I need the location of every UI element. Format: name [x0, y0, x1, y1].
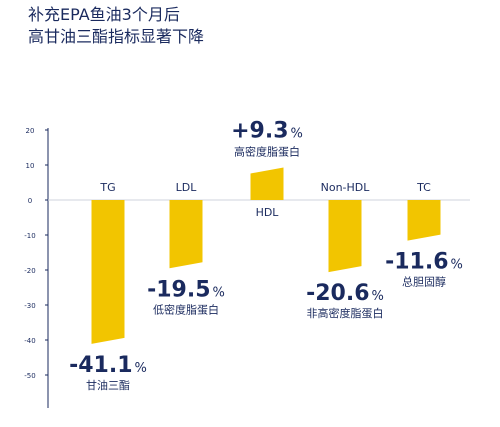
value-number: -41.1 — [69, 353, 132, 378]
y-tick-label: 0 — [28, 197, 32, 205]
value-number: -11.6 — [385, 250, 448, 275]
bar-tg — [91, 200, 125, 344]
description-label: 甘油三酯 — [86, 378, 130, 392]
chart-title-line-1: 补充EPA鱼油3个月后 — [28, 5, 180, 24]
description-label: 总胆固醇 — [402, 275, 446, 289]
value-label: -19.5% — [147, 277, 225, 302]
category-label: LDL — [176, 181, 198, 194]
value-unit: % — [135, 361, 147, 376]
bar-non-hdl — [328, 200, 362, 273]
y-tick-label: -10 — [24, 232, 35, 240]
description-label: 高密度脂蛋白 — [234, 144, 300, 158]
value-label: -20.6% — [306, 281, 384, 306]
description-label: 非高密度脂蛋白 — [307, 306, 384, 320]
category-label: TG — [99, 181, 115, 194]
value-number: -19.5 — [147, 277, 210, 302]
value-unit: % — [213, 285, 225, 300]
y-tick-label: 20 — [26, 127, 35, 135]
value-label: -41.1% — [69, 353, 147, 378]
y-tick-label: -40 — [24, 337, 35, 345]
value-label: +9.3% — [231, 118, 303, 143]
bar-tc — [407, 200, 441, 241]
y-tick-label: -30 — [24, 302, 35, 310]
value-unit: % — [372, 289, 384, 304]
bar-hdl — [250, 167, 284, 200]
value-unit: % — [451, 258, 463, 273]
category-label: HDL — [256, 206, 280, 219]
bar-ldl — [169, 200, 203, 269]
description-label: 低密度脂蛋白 — [153, 302, 219, 316]
y-tick-label: 10 — [26, 162, 35, 170]
value-number: -20.6 — [306, 281, 369, 306]
value-label: -11.6% — [385, 250, 463, 275]
value-unit: % — [291, 126, 303, 141]
chart-title: 补充EPA鱼油3个月后 高甘油三酯指标显著下降 — [28, 4, 204, 48]
category-label: TC — [416, 181, 431, 194]
y-tick-label: -20 — [24, 267, 35, 275]
category-label: Non-HDL — [321, 181, 371, 194]
chart-title-line-2: 高甘油三酯指标显著下降 — [28, 27, 205, 46]
value-number: +9.3 — [231, 118, 288, 143]
y-tick-label: -50 — [24, 372, 35, 380]
